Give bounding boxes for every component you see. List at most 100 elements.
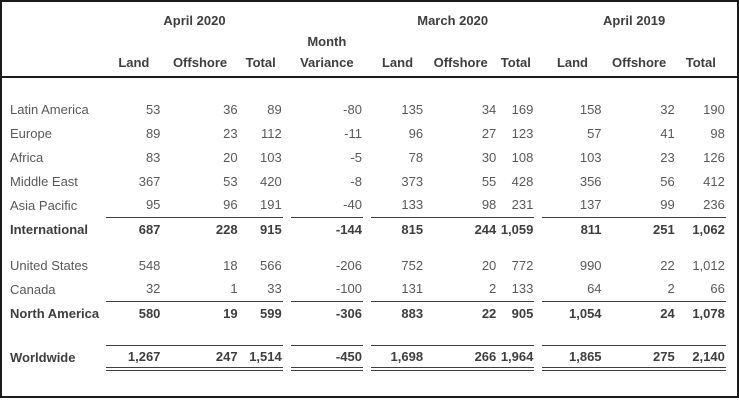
pad-cell — [726, 145, 738, 169]
gap-cell — [283, 145, 291, 169]
table-cell: -5 — [350, 149, 362, 165]
spacer-cell — [1, 241, 738, 253]
gap-cell — [363, 301, 371, 325]
pad-cell — [726, 217, 738, 241]
row-label: Canada — [10, 281, 56, 297]
header-spacer — [291, 1, 363, 29]
spacer-row — [1, 241, 738, 253]
gap-cell — [363, 253, 371, 277]
pad-cell — [726, 1, 738, 29]
table-cell: 367 — [138, 173, 161, 189]
table-cell: 169 — [511, 101, 534, 117]
table-cell: 1,865 — [542, 344, 603, 371]
table-cell: 275 — [602, 344, 676, 371]
table-cell: 53 — [145, 101, 161, 117]
table-cell: 22 — [660, 257, 675, 273]
table-cell: 30 — [481, 149, 497, 165]
table-cell: -100 — [335, 281, 362, 297]
table-cell: 1 — [230, 281, 238, 297]
gap-cell — [362, 49, 371, 78]
gap-cell — [363, 169, 371, 193]
table-cell: 566 — [260, 257, 282, 273]
table-cell: 548 — [138, 257, 161, 273]
gap-cell — [534, 217, 542, 241]
period-header-april-2020: April 2020 — [163, 13, 226, 28]
pad-cell — [726, 169, 738, 193]
header-spacer — [1, 49, 107, 78]
table-cell: 1,059 — [497, 216, 535, 241]
pad-cell — [726, 301, 738, 325]
table-cell: -80 — [343, 101, 362, 117]
table-cell: 815 — [370, 216, 425, 241]
table-cell: -306 — [290, 300, 363, 325]
table-cell: -11 — [344, 125, 362, 141]
header-spacer — [542, 29, 725, 49]
spacer-row — [1, 325, 738, 345]
table-cell: -8 — [350, 173, 362, 189]
table-cell: 191 — [260, 197, 282, 213]
gap-cell — [363, 145, 371, 169]
table-cell: 20 — [481, 257, 497, 273]
table-body: Latin America 53 36 89 -80 135 34 169 158 32 190 Eu… — [1, 77, 738, 397]
column-header-row: Land Offshore Total Variance Land Offsho… — [1, 49, 738, 78]
table-cell: 247 — [161, 344, 239, 371]
rig-count-table: April 2020 March 2020 April 2019 Month — [0, 0, 739, 398]
table-cell: 133 — [511, 281, 534, 297]
row-label: Middle East — [10, 173, 78, 189]
gap-cell — [283, 97, 291, 121]
table-cell: 228 — [161, 216, 239, 241]
gap-cell — [534, 29, 542, 49]
row-label: North America — [10, 305, 100, 321]
table-cell: 1,012 — [692, 257, 725, 273]
table-cell: 811 — [542, 216, 603, 241]
gap-cell — [283, 301, 291, 325]
table-cell: 251 — [602, 216, 676, 241]
table-row-worldwide: Worldwide 1,267 247 1,514 -450 1,698 266 1,964 1… — [1, 344, 738, 371]
gap-cell — [363, 121, 371, 145]
table-cell: 356 — [579, 173, 602, 189]
month-header-row: Month — [1, 29, 738, 49]
table-cell: 131 — [401, 281, 424, 297]
row-label: United States — [10, 257, 89, 273]
header-spacer — [106, 29, 282, 49]
table-cell: 231 — [511, 197, 534, 213]
table-cell: 428 — [511, 173, 534, 189]
table-cell: 32 — [145, 281, 161, 297]
table-cell: 373 — [401, 173, 424, 189]
table-cell: 580 — [106, 300, 162, 325]
table-cell: 126 — [703, 149, 725, 165]
table-cell: 1,078 — [675, 300, 726, 325]
table-row-north-america: North America 580 19 599 -306 883 22 905 1,054 24… — [1, 300, 738, 325]
table-cell: 2,140 — [675, 344, 726, 371]
table-cell: 752 — [401, 257, 424, 273]
row-label: Africa — [10, 149, 44, 165]
gap-cell — [534, 277, 542, 301]
gap-cell — [283, 253, 291, 277]
pad-cell — [726, 277, 738, 301]
table-cell: 412 — [703, 173, 725, 189]
table-cell: 19 — [161, 300, 239, 325]
pad-cell — [726, 193, 738, 217]
table-cell: 236 — [703, 197, 725, 213]
column-header-offshore: Offshore — [161, 49, 239, 78]
table-cell: 599 — [238, 300, 283, 325]
table-cell: -206 — [335, 257, 362, 273]
table-cell: 772 — [511, 257, 534, 273]
table-cell: 55 — [481, 173, 497, 189]
table-row-europe: Europe 89 23 112 -11 96 27 123 57 41 98 — [1, 121, 738, 145]
column-header-land: Land — [542, 49, 603, 78]
gap-cell — [283, 193, 291, 217]
row-label: Worldwide — [10, 349, 76, 365]
table-cell: 883 — [370, 300, 425, 325]
table-cell: 66 — [710, 281, 725, 297]
gap-cell — [363, 97, 371, 121]
gap-cell — [534, 169, 542, 193]
table-cell: 133 — [401, 197, 424, 213]
gap-cell — [283, 29, 291, 49]
table-row-asia-pacific: Asia Pacific 95 96 191 -40 133 98 231 137 99 236 — [1, 193, 738, 217]
table-cell: 56 — [660, 173, 675, 189]
table-cell: 135 — [401, 101, 424, 117]
gap-cell — [283, 277, 291, 301]
table-cell: 108 — [511, 149, 534, 165]
column-header-total: Total — [238, 49, 283, 78]
